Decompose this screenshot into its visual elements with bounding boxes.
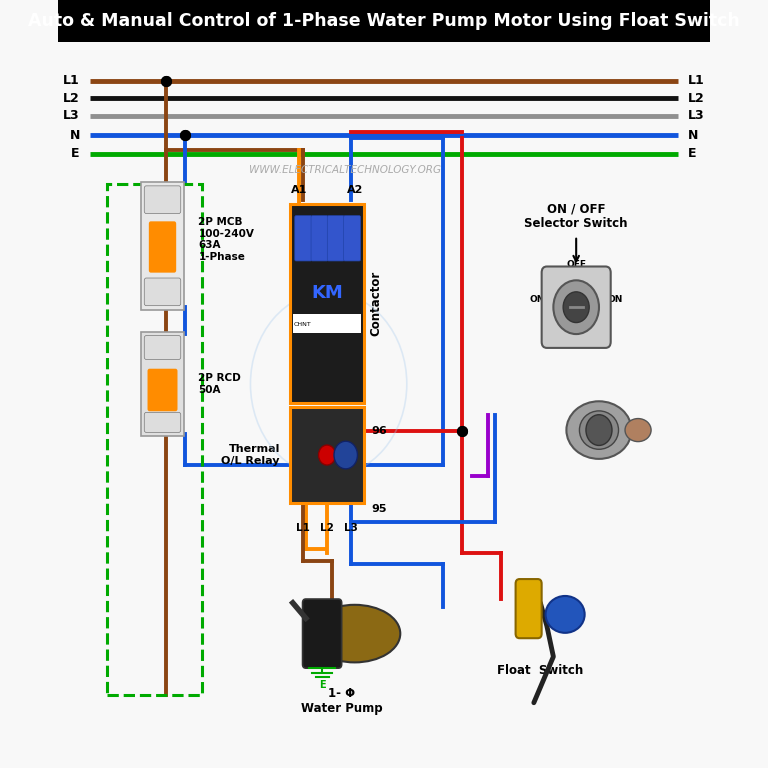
FancyBboxPatch shape xyxy=(311,216,328,261)
FancyBboxPatch shape xyxy=(147,369,177,412)
FancyBboxPatch shape xyxy=(295,216,312,261)
FancyBboxPatch shape xyxy=(144,336,180,359)
Text: 2P RCD
50A: 2P RCD 50A xyxy=(198,373,241,395)
FancyBboxPatch shape xyxy=(58,0,710,42)
Text: L2: L2 xyxy=(63,92,80,104)
Text: Auto & Manual Control of 1-Phase Water Pump Motor Using Float Switch: Auto & Manual Control of 1-Phase Water P… xyxy=(28,12,740,30)
Text: L1: L1 xyxy=(63,74,80,87)
Circle shape xyxy=(319,445,336,465)
Text: L1: L1 xyxy=(688,74,705,87)
Text: E: E xyxy=(688,147,697,160)
Text: ON / OFF
Selector Switch: ON / OFF Selector Switch xyxy=(525,203,628,230)
Text: E: E xyxy=(71,147,80,160)
Text: Contactor: Contactor xyxy=(369,271,382,336)
FancyBboxPatch shape xyxy=(290,204,365,403)
Ellipse shape xyxy=(625,419,651,442)
Text: E: E xyxy=(319,680,326,690)
Text: A1: A1 xyxy=(291,184,307,195)
FancyBboxPatch shape xyxy=(141,182,184,310)
Text: L1: L1 xyxy=(296,522,310,533)
FancyBboxPatch shape xyxy=(144,278,180,306)
FancyBboxPatch shape xyxy=(290,407,365,503)
FancyBboxPatch shape xyxy=(343,216,360,261)
Circle shape xyxy=(586,415,612,445)
Text: WWW.ELECTRICALTECHNOLOGY.ORG: WWW.ELECTRICALTECHNOLOGY.ORG xyxy=(249,165,441,176)
FancyBboxPatch shape xyxy=(541,266,611,348)
Text: 1- Φ
Water Pump: 1- Φ Water Pump xyxy=(301,687,382,715)
Text: L3: L3 xyxy=(345,522,359,533)
Text: CHNT: CHNT xyxy=(294,322,312,326)
Text: KM: KM xyxy=(311,284,343,303)
Text: N: N xyxy=(688,129,699,141)
Text: Thermal
O/L Relay: Thermal O/L Relay xyxy=(221,444,280,466)
Text: N: N xyxy=(69,129,80,141)
Text: ON: ON xyxy=(529,295,545,304)
FancyBboxPatch shape xyxy=(293,314,361,333)
FancyBboxPatch shape xyxy=(327,216,344,261)
Text: OFF: OFF xyxy=(566,260,586,269)
Text: 2P MCB
100-240V
63A
1-Phase: 2P MCB 100-240V 63A 1-Phase xyxy=(198,217,254,262)
FancyBboxPatch shape xyxy=(141,332,184,436)
FancyBboxPatch shape xyxy=(303,599,342,668)
Circle shape xyxy=(554,280,599,334)
Text: 95: 95 xyxy=(371,504,386,515)
Text: L3: L3 xyxy=(688,110,705,122)
Ellipse shape xyxy=(567,401,631,459)
Text: 96: 96 xyxy=(371,426,387,436)
Ellipse shape xyxy=(309,605,400,662)
Text: L2: L2 xyxy=(688,92,705,104)
FancyBboxPatch shape xyxy=(149,221,176,273)
Circle shape xyxy=(563,292,589,323)
Text: L3: L3 xyxy=(63,110,80,122)
Ellipse shape xyxy=(579,411,618,449)
Ellipse shape xyxy=(545,596,584,633)
Text: A2: A2 xyxy=(346,184,362,195)
Text: Float  Switch: Float Switch xyxy=(497,664,584,677)
Circle shape xyxy=(334,441,357,468)
FancyBboxPatch shape xyxy=(144,412,180,432)
Text: ON: ON xyxy=(607,295,623,304)
FancyBboxPatch shape xyxy=(144,186,180,214)
FancyBboxPatch shape xyxy=(515,579,541,638)
Text: L2: L2 xyxy=(319,522,333,533)
